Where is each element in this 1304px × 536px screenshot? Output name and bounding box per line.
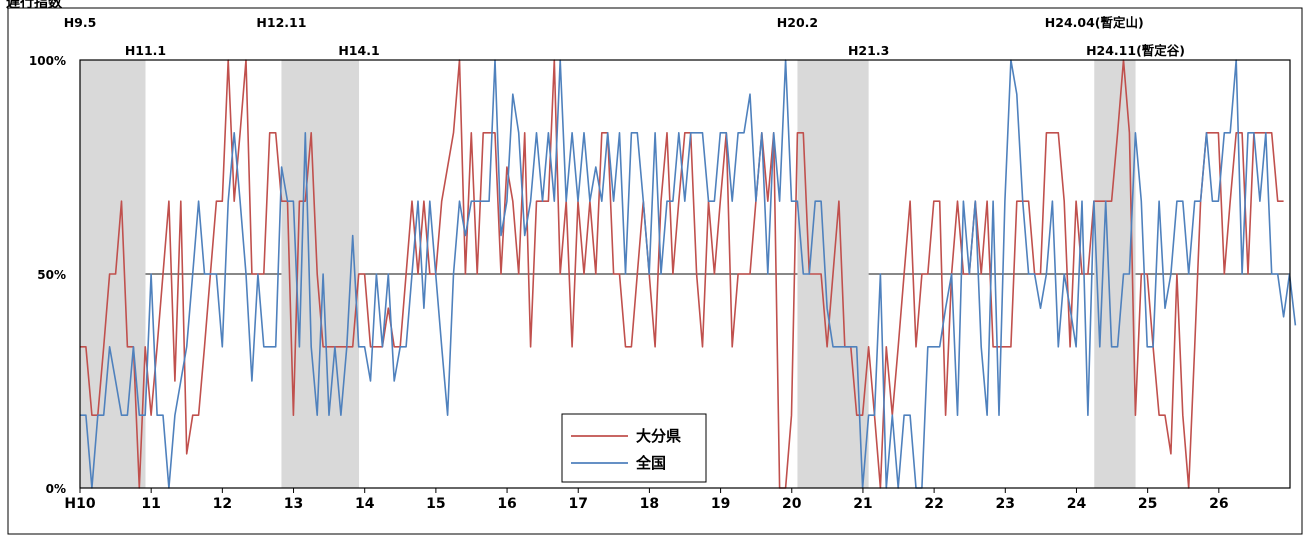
plot-area: [79, 59, 1291, 489]
series-line-1: [80, 59, 1297, 489]
legend-label-1: 全国: [635, 454, 666, 472]
outer-frame: [7, 7, 1303, 535]
x-tick-label: 14: [355, 496, 375, 512]
y-tick-label: 100%: [29, 54, 66, 68]
x-tick-label: 18: [640, 496, 659, 512]
recession-period-labels: H9.5 H11.1 H12.11 H14.1 H20.2 H21.3 H24.04(暫定山…: [64, 15, 1185, 58]
x-tick-label: 24: [1067, 496, 1087, 512]
x-tick-label: 16: [497, 496, 516, 512]
y-tick-label: 50%: [37, 268, 66, 282]
peak-label: H24.04(暫定山): [1045, 15, 1144, 30]
peak-label: H20.2: [777, 15, 818, 30]
x-axis: H10 11 12 13 14 15 16 17 18 19 20 21 22 23 24 25 26: [64, 488, 1229, 512]
x-tick-label: 26: [1209, 496, 1228, 512]
x-tick-label: 21: [853, 496, 872, 512]
x-tick-label: 20: [782, 496, 802, 512]
x-tick-label: H10: [64, 496, 95, 512]
x-tick-label: 19: [711, 496, 730, 512]
x-tick-label: 17: [568, 496, 587, 512]
x-tick-label: 23: [996, 496, 1015, 512]
legend-box: [561, 413, 707, 483]
x-tick-label: 13: [284, 496, 303, 512]
legend-label-0: 大分県: [636, 427, 681, 445]
chart-title: 遅行指数: [6, 0, 63, 11]
y-tick-label: 0%: [46, 482, 66, 496]
recession-band: [281, 60, 360, 488]
peak-label: H12.11: [256, 15, 306, 30]
trough-label: H14.1: [338, 43, 379, 58]
trough-label: H21.3: [848, 43, 889, 58]
trough-label: H24.11(暫定谷): [1086, 43, 1185, 58]
x-tick-label: 12: [213, 496, 232, 512]
trough-label: H11.1: [125, 43, 166, 58]
series-lines: [80, 59, 1297, 489]
x-tick-label: 11: [141, 496, 160, 512]
x-tick-label: 15: [426, 496, 445, 512]
x-tick-label: 25: [1138, 496, 1157, 512]
x-tick-label: 22: [924, 496, 943, 512]
peak-label: H9.5: [64, 15, 97, 30]
y-axis: 0% 50% 100%: [29, 54, 66, 496]
